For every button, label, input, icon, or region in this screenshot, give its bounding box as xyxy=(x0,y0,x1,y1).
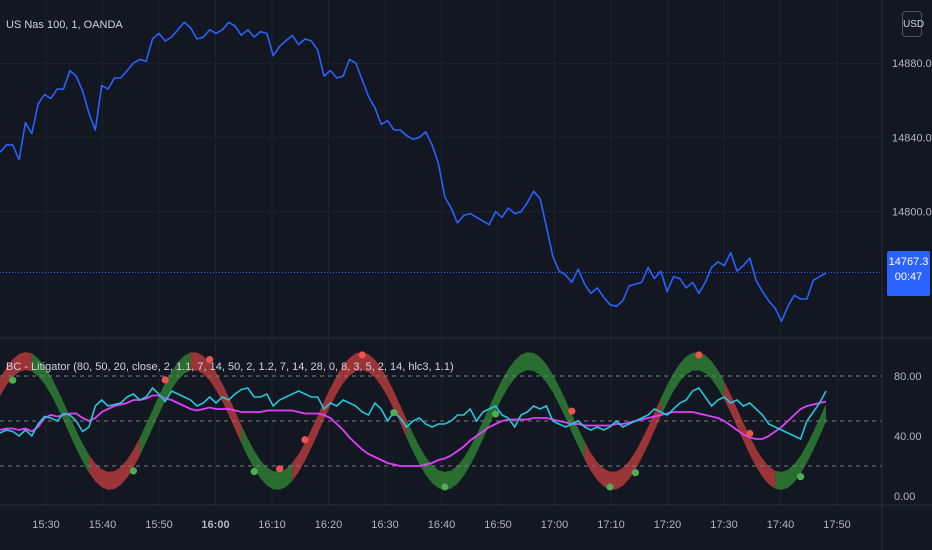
sell-signal-dot[interactable] xyxy=(161,376,169,384)
time-tick-label: 16:50 xyxy=(484,519,512,531)
time-tick-label: 16:20 xyxy=(315,519,343,531)
buy-signal-dot[interactable] xyxy=(250,468,258,476)
time-tick-label: 17:30 xyxy=(710,519,738,531)
red-band xyxy=(343,352,407,438)
time-tick-label: 17:20 xyxy=(654,519,682,531)
buy-signal-dot[interactable] xyxy=(631,469,640,477)
green-band xyxy=(241,425,293,490)
sell-signal-dot[interactable] xyxy=(301,436,309,444)
signal-dots xyxy=(9,351,805,491)
red-band xyxy=(584,398,661,490)
reference-lines xyxy=(0,271,882,467)
green-band xyxy=(775,403,826,490)
buy-signal-dot[interactable] xyxy=(797,473,805,481)
red-band xyxy=(724,381,776,489)
sell-signal-dot[interactable] xyxy=(746,429,754,438)
time-tick-label: 16:10 xyxy=(258,519,286,531)
time-tick-label: 17:10 xyxy=(597,519,625,531)
oscillator-tick-label: 0.00 xyxy=(894,491,915,503)
time-tick-label: 15:40 xyxy=(89,519,117,531)
series-lines xyxy=(0,21,827,467)
green-band xyxy=(31,353,89,473)
red-band xyxy=(292,365,344,481)
buy-signal-dot[interactable] xyxy=(441,483,449,491)
green-band xyxy=(660,352,725,417)
sell-signal-dot[interactable] xyxy=(568,407,576,415)
green-band xyxy=(139,352,191,456)
buy-signal-dot[interactable] xyxy=(390,409,398,417)
sell-signal-dot[interactable] xyxy=(358,351,366,359)
time-tick-label: 15:50 xyxy=(145,519,173,531)
oscillator-tick-label: 80.00 xyxy=(894,371,922,383)
bar-countdown: 00:47 xyxy=(894,271,923,283)
magenta-series-line[interactable] xyxy=(0,394,827,467)
oscillator-tick-label: 40.00 xyxy=(894,431,922,443)
buy-signal-dot[interactable] xyxy=(129,467,137,475)
time-tick-label: 17:00 xyxy=(541,519,569,531)
axis-layer: 15:30 15:40 15:50 16:00 16:10 16:20 16:30 16:40… xyxy=(32,58,932,531)
last-price-value: 14767.3 xyxy=(888,256,929,268)
red-band xyxy=(190,352,242,444)
time-tick-label: 17:40 xyxy=(767,519,795,531)
sell-signal-dot[interactable] xyxy=(276,465,284,473)
last-price-tag: 14767.3 00:47 xyxy=(887,251,930,296)
time-tick-label: 16:30 xyxy=(371,519,399,531)
indicator-title[interactable]: BC - Litigator (80, 50, 20, close, 2, 1.… xyxy=(6,361,454,373)
symbol-title[interactable]: US Nas 100, 1, OANDA xyxy=(6,19,123,31)
red-band xyxy=(89,437,140,490)
time-tick-label: 17:50 xyxy=(823,519,851,531)
green-band xyxy=(508,352,585,460)
sell-signal-dot[interactable] xyxy=(206,356,214,364)
currency-button[interactable]: USD xyxy=(902,11,924,37)
buy-signal-dot[interactable] xyxy=(9,376,17,384)
time-tick-label: 15:30 xyxy=(32,519,60,531)
red-band xyxy=(0,352,32,397)
buy-signal-dot[interactable] xyxy=(492,410,500,418)
time-tick-label: 16:40 xyxy=(428,519,456,531)
cyan-series-line[interactable] xyxy=(0,386,827,441)
sell-signal-dot[interactable] xyxy=(695,351,703,359)
buy-signal-dot[interactable] xyxy=(606,483,614,491)
price-series-line[interactable] xyxy=(0,21,827,323)
price-tick-label: 14840.0 xyxy=(892,132,932,144)
price-tick-label: 14880.0 xyxy=(892,58,932,70)
price-tick-label: 14800.0 xyxy=(892,207,932,219)
time-tick-label: 16:00 xyxy=(201,519,229,531)
